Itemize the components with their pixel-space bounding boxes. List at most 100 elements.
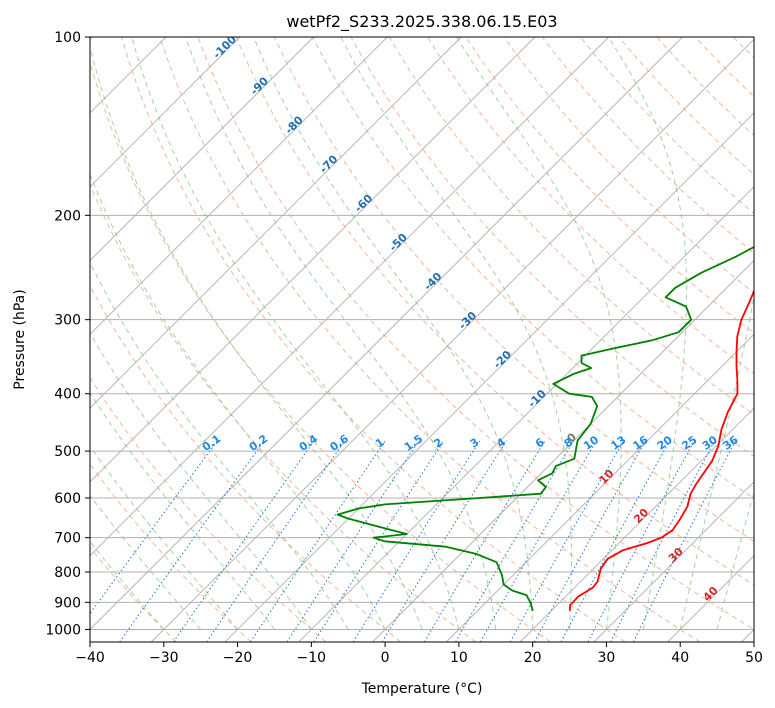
dry-adiabat	[694, 37, 754, 98]
y-tick-label: 700	[54, 531, 81, 547]
isotherm-line	[90, 37, 609, 557]
dry-adiabat-label: -50	[387, 231, 410, 254]
y-tick-label: 600	[54, 491, 81, 507]
dry-adiabat	[90, 376, 327, 642]
mixing-ratio-label: 16	[631, 433, 651, 453]
isotherm-line	[298, 186, 754, 642]
x-tick-label: 30	[598, 650, 616, 666]
mixing-ratio-line	[632, 440, 736, 642]
dry-adiabat	[159, 37, 701, 642]
dry-adiabat-label: 40	[701, 584, 721, 604]
series-lines	[336, 245, 754, 612]
moist-adiabat	[716, 490, 754, 630]
mixing-ratio-label: 4	[494, 435, 508, 450]
dry-adiabat-label: -60	[352, 192, 375, 215]
x-tick-label: 40	[671, 650, 689, 666]
isotherm-line	[150, 38, 754, 642]
mixing-ratio-line	[533, 440, 647, 642]
moist-adiabat	[679, 294, 754, 630]
x-tick-label: −10	[297, 650, 327, 666]
mixing-ratio-label: 13	[608, 433, 628, 452]
dry-adiabat-label: -70	[317, 152, 340, 175]
isotherm-line	[667, 555, 754, 642]
dry-adiabat-label: 30	[666, 545, 686, 565]
mixing-ratio-line	[610, 440, 716, 642]
mixing-ratio-line	[455, 440, 575, 642]
x-axis-label: Temperature (°C)	[361, 681, 483, 697]
x-tick-label: 10	[450, 650, 468, 666]
mixing-ratio-label: 3	[468, 435, 482, 450]
mixing-ratio-line	[119, 440, 265, 642]
mixing-ratio-line	[352, 440, 481, 642]
moist-adiabat	[90, 391, 275, 630]
dry-adiabat-label: 10	[597, 467, 617, 487]
x-axis: −40 −30 −20 −10 0 10 20 30 40 50	[75, 642, 763, 666]
dry-adiabat	[197, 37, 754, 630]
mixing-ratio-label: 20	[655, 433, 675, 453]
isotherm-line	[741, 628, 754, 642]
isotherm-line	[90, 37, 462, 409]
x-tick-label: −40	[75, 650, 105, 666]
moist-adiabat	[608, 37, 688, 630]
x-tick-label: 20	[524, 650, 542, 666]
sounding-line	[336, 245, 754, 612]
x-tick-label: −30	[149, 650, 179, 666]
mixing-ratio-line	[313, 440, 445, 642]
mixing-ratio-line	[423, 440, 546, 642]
mixing-ratio-label: 10	[581, 433, 601, 453]
y-tick-label: 300	[54, 313, 81, 329]
mixing-ratio-line	[560, 440, 671, 642]
grid-lines	[90, 37, 754, 642]
dry-adiabat	[350, 37, 754, 457]
mixing-ratio-line	[381, 440, 507, 642]
moist-adiabat	[185, 37, 497, 630]
y-tick-label: 400	[54, 387, 81, 403]
mixing-ratio-label: 36	[721, 433, 741, 453]
mixing-ratio-line	[479, 440, 597, 642]
dry-adiabat	[90, 183, 476, 642]
isotherm-line	[446, 333, 754, 642]
moist-adiabat	[90, 445, 238, 630]
y-tick-label: 500	[54, 444, 81, 460]
dry-adiabat	[90, 60, 551, 642]
y-tick-label: 200	[54, 208, 81, 224]
dry-adiabat	[618, 37, 754, 176]
isotherm-line	[224, 112, 754, 642]
dry-adiabat-label: 20	[631, 506, 651, 526]
isotherm-line	[90, 37, 314, 262]
dry-adiabat	[312, 37, 754, 500]
isotherm-line	[519, 407, 754, 642]
mixing-ratio-label: 1	[373, 436, 387, 451]
y-axis-label: Pressure (hPa)	[12, 289, 28, 389]
dry-adiabat-label: -10	[525, 387, 548, 410]
moist-adiabat	[340, 37, 572, 630]
moist-adiabat	[253, 37, 534, 630]
mixing-ratio-line	[250, 440, 386, 642]
mixing-ratio-line	[286, 440, 420, 642]
dry-adiabat-label: -80	[283, 113, 306, 136]
moist-adiabat	[90, 331, 312, 630]
plot-frame	[89, 36, 755, 643]
y-tick-label: 900	[54, 595, 81, 611]
dry-adiabat	[388, 37, 754, 416]
y-axis: 100 200 300 400 500 600 700 800 900 1000	[45, 30, 90, 638]
dry-adiabat	[90, 463, 252, 642]
dry-adiabat	[503, 37, 754, 294]
dry-adiabat-label: -40	[421, 270, 444, 293]
moist-adiabat	[90, 261, 349, 630]
moist-adiabat	[90, 44, 423, 630]
isotherm-line	[90, 37, 536, 483]
dry-adiabat	[235, 37, 754, 586]
moist-adiabat	[456, 37, 622, 630]
mixing-ratio-label: 25	[679, 433, 699, 452]
dry-adiabat	[90, 546, 177, 642]
dry-adiabat-label: -20	[491, 348, 514, 371]
moist-adiabat	[90, 540, 165, 630]
moist-adiabat	[90, 172, 386, 630]
mixing-ratio-line	[90, 440, 219, 615]
moist-adiabat	[90, 494, 202, 630]
isotherm-line	[90, 37, 241, 188]
isotherm-line	[90, 37, 388, 335]
dry-adiabat-label: -90	[248, 74, 271, 97]
